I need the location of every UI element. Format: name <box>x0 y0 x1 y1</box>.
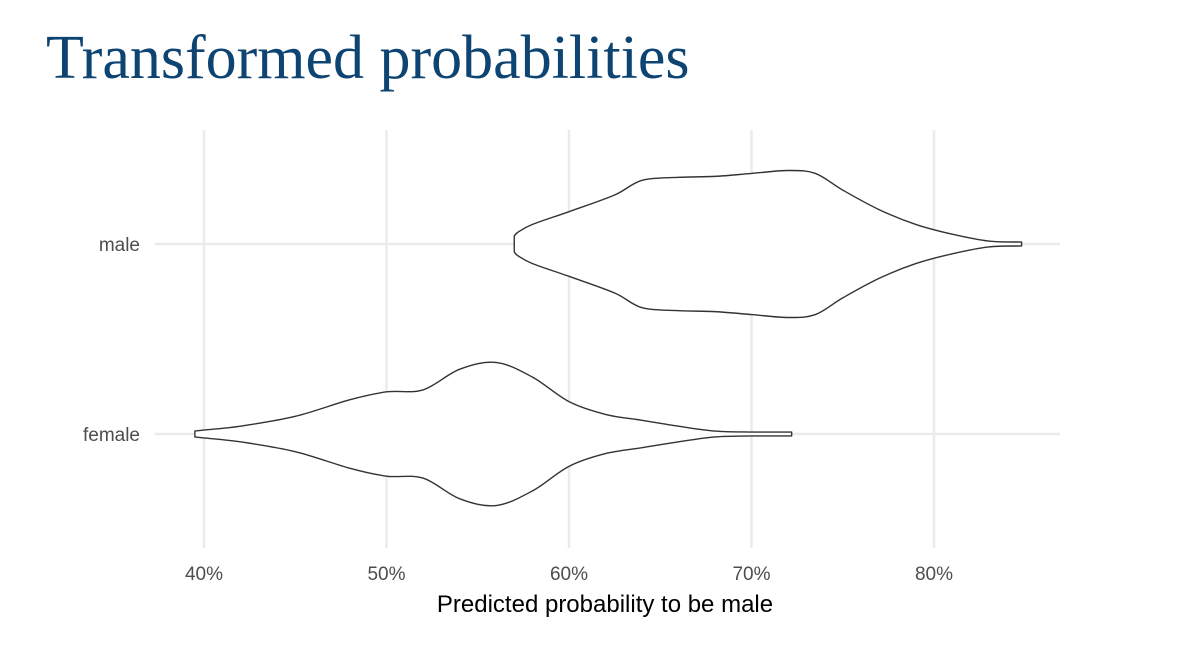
category-labels: female male <box>83 235 140 446</box>
x-tick-label: 60% <box>550 564 588 585</box>
violins <box>194 169 1023 507</box>
violin-female <box>194 361 793 507</box>
x-tick-label: 40% <box>185 564 223 585</box>
x-tick-labels: 40% 50% 60% 70% 80% <box>185 564 953 585</box>
x-tick-label: 80% <box>915 564 953 585</box>
violin-male <box>513 169 1023 319</box>
x-tick-label: 70% <box>732 564 770 585</box>
x-axis-title: Predicted probability to be male <box>437 591 773 618</box>
slide-title: Transformed probabilities <box>46 24 690 92</box>
x-tick-label: 50% <box>367 564 405 585</box>
category-label-male: male <box>99 235 140 256</box>
category-label-female: female <box>83 425 140 446</box>
